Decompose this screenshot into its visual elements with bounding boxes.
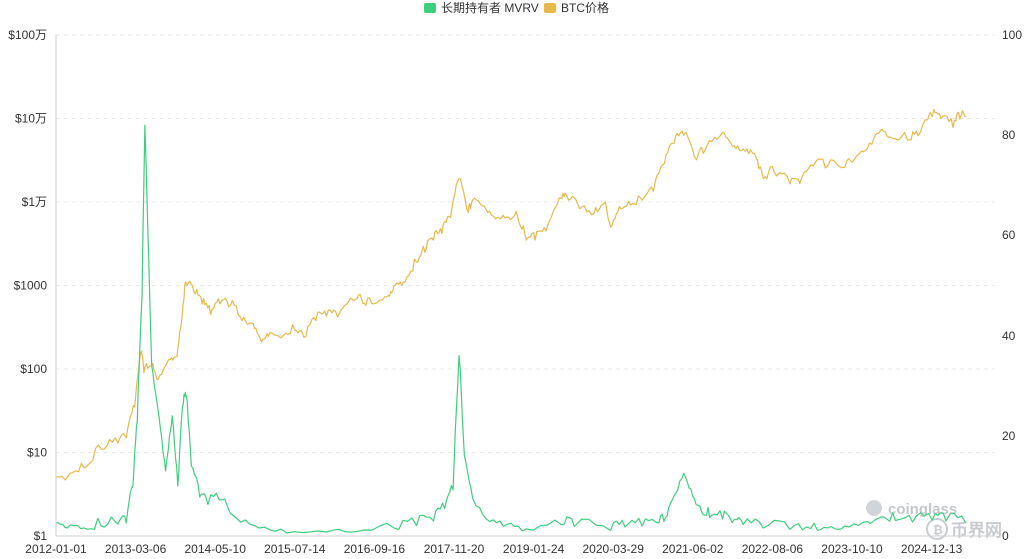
y-left-tick-label: $100万 [8,28,47,42]
bijie-watermark-text: 币界网 [951,521,1002,541]
x-tick-label: 2020-03-29 [583,542,645,556]
y-left-tick-label: $10 [27,446,47,460]
coinglass-logo-icon [866,500,882,516]
y-left-tick-label: $1万 [22,195,47,209]
x-tick-label: 2024-12-13 [901,542,963,556]
series-line-lth-mvrv [55,124,967,534]
x-tick-label: 2021-06-02 [662,542,724,556]
legend-swatch-lth-mvrv [424,3,436,13]
y-axis-right: 100 80 60 40 20 0 [1002,28,1022,543]
x-tick-label: 2022-08-06 [742,542,804,556]
y-axis-left: $100万 $10万 $1万 $1000 $100 $10 $1 [8,28,47,543]
x-tick-label: 2012-01-01 [25,542,87,556]
y-right-tick-label: 40 [1002,329,1016,343]
legend-label-btc-price[interactable]: BTC价格 [561,0,609,15]
x-tick-label: 2013-03-06 [105,542,167,556]
y-right-tick-label: 0 [1002,529,1009,543]
y-right-tick-label: 80 [1002,128,1016,142]
gridlines [56,34,995,453]
y-left-tick-label: $100 [20,362,47,376]
y-right-tick-label: 100 [1002,28,1022,42]
series-layer [55,108,967,534]
y-left-tick-label: $1000 [14,279,48,293]
y-left-tick-label: $1 [34,529,48,543]
bijie-watermark: ₿ 币界网 [926,518,1002,541]
x-tick-label: 2019-01-24 [503,542,565,556]
coinglass-watermark-text: coinglass [888,501,957,518]
y-right-tick-label: 60 [1002,228,1016,242]
legend-swatch-btc-price [544,3,556,13]
x-tick-label: 2023-10-10 [821,542,883,556]
legend[interactable]: 长期持有者 MVRV BTC价格 [424,0,609,15]
x-tick-label: 2017-11-20 [424,542,485,556]
series-line-btc-price [55,108,966,481]
bijie-logo-icon [926,518,948,540]
bijie-logo-glyph: ₿ [933,523,943,537]
x-axis: 2012-01-01 2013-03-06 2014-05-10 2015-07… [25,542,962,556]
y-left-tick-label: $10万 [15,112,47,126]
x-tick-label: 2015-07-14 [264,542,326,556]
legend-label-lth-mvrv[interactable]: 长期持有者 MVRV [441,0,539,15]
x-tick-label: 2014-05-10 [185,542,247,556]
x-tick-label: 2016-09-16 [344,542,406,556]
y-right-tick-label: 20 [1002,429,1016,443]
